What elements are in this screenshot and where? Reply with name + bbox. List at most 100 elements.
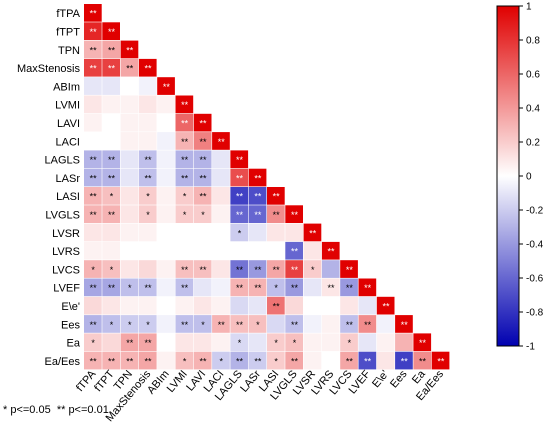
cell-5-0: [84, 95, 102, 114]
significance-7-5: **: [181, 137, 189, 147]
cell-0-0: [84, 4, 102, 22]
y-tick-label-13: LVRS: [52, 246, 80, 258]
cell-19-16: [376, 351, 395, 370]
cell-13-7: [212, 241, 230, 260]
y-tick-label-15: LVEF: [53, 283, 80, 295]
cell-11-10: [267, 205, 285, 223]
cell-19-12: [303, 351, 322, 370]
cell-11-1: [102, 205, 120, 223]
significance-19-18: **: [419, 356, 427, 366]
y-tick-label-4: ABIm: [53, 81, 80, 93]
significance-18-2: **: [126, 338, 134, 348]
significance-10-6: **: [199, 192, 207, 202]
cell-6-2: [120, 113, 139, 132]
cell-16-3: [138, 296, 157, 315]
significance-14-5: **: [181, 265, 189, 275]
significance-15-8: **: [236, 283, 244, 293]
cell-13-6: [193, 241, 212, 260]
cell-13-1: [102, 241, 120, 260]
significance-17-15: **: [364, 320, 372, 330]
cell-15-0: [84, 278, 102, 297]
cell-7-2: [120, 132, 139, 150]
cell-15-15: [358, 278, 377, 297]
cell-14-10: [267, 260, 285, 278]
cell-16-5: [175, 296, 194, 315]
significance-19-10: *: [274, 356, 278, 366]
cell-7-6: [193, 132, 212, 150]
significance-8-0: **: [90, 155, 98, 165]
x-tick-label-1: fTPT: [92, 368, 117, 394]
colorbar-tick-label-3: 0.4: [526, 104, 540, 115]
cell-14-7: [212, 260, 230, 278]
cell-8-8: [230, 150, 249, 169]
y-tick-label-17: Ees: [61, 319, 80, 331]
significance-19-1: **: [108, 356, 116, 366]
cell-13-10: [267, 241, 285, 260]
cell-19-15: [358, 351, 377, 370]
cell-11-0: [84, 205, 102, 223]
cell-9-8: [230, 168, 249, 187]
cell-9-6: [193, 168, 212, 187]
cell-10-3: [138, 187, 157, 205]
y-tick-labels: fTPA fTPT TPN MaxStenosis ABIm LVMI LAVI LACI LA…: [17, 8, 81, 368]
cell-17-7: [212, 315, 230, 333]
significance-18-8: *: [238, 338, 242, 348]
cell-9-3: [138, 168, 157, 187]
colorbar-tick-label-4: 0.2: [526, 138, 540, 149]
cell-18-14: [340, 333, 358, 352]
cell-18-9: [248, 333, 267, 352]
cell-12-12: [303, 223, 322, 242]
cell-11-5: [175, 205, 194, 223]
cell-18-7: [212, 333, 230, 352]
y-tick-label-14: LVCS: [52, 264, 80, 276]
significance-10-1: *: [110, 192, 114, 202]
y-tick-label-11: LVGLS: [45, 209, 80, 221]
cell-3-3: [138, 58, 157, 77]
cell-15-7: [212, 278, 230, 297]
cell-10-9: [248, 187, 267, 205]
cell-11-3: [138, 205, 157, 223]
significance-18-0: *: [91, 338, 95, 348]
cell-15-5: [175, 278, 194, 297]
cell-16-1: [102, 296, 120, 315]
significance-17-2: *: [128, 320, 132, 330]
y-tick-label-3: MaxStenosis: [17, 63, 80, 75]
significance-2-1: **: [108, 45, 116, 55]
y-tick-label-16: E\e': [61, 301, 80, 313]
x-tick-label-17: Ees: [388, 368, 410, 391]
cell-19-13: [321, 351, 340, 370]
cell-17-15: [358, 315, 377, 333]
cell-15-4: [157, 278, 175, 297]
cell-7-1: [102, 132, 120, 150]
significance-10-10: **: [273, 192, 281, 202]
cell-18-17: [395, 333, 413, 352]
y-tick-label-18: Ea: [67, 338, 81, 350]
significance-15-0: **: [90, 283, 98, 293]
cell-14-6: [193, 260, 212, 278]
cell-9-5: [175, 168, 194, 187]
cell-12-4: [157, 223, 175, 242]
significance-16-10: **: [273, 301, 281, 311]
colorbar-tick-label-2: 0.6: [526, 70, 540, 81]
cell-4-3: [138, 77, 157, 95]
significance-8-1: **: [108, 155, 116, 165]
significance-15-11: **: [291, 283, 299, 293]
significance-15-10: *: [274, 283, 278, 293]
y-tick-label-7: LACI: [56, 136, 80, 148]
cell-9-2: [120, 168, 139, 187]
cell-18-3: [138, 333, 157, 352]
cell-6-5: [175, 113, 194, 132]
cell-18-0: [84, 333, 102, 352]
significance-8-5: **: [181, 155, 189, 165]
cell-11-8: [230, 205, 249, 223]
cell-17-12: [303, 315, 322, 333]
y-tick-label-2: TPN: [58, 45, 80, 57]
cell-19-10: [267, 351, 285, 370]
cell-12-11: [285, 223, 303, 242]
cell-16-10: [267, 296, 285, 315]
cell-7-5: [175, 132, 194, 150]
cell-3-2: [120, 58, 139, 77]
significance-15-15: **: [364, 283, 372, 293]
significance-18-11: *: [293, 338, 297, 348]
significance-3-1: **: [108, 64, 116, 74]
